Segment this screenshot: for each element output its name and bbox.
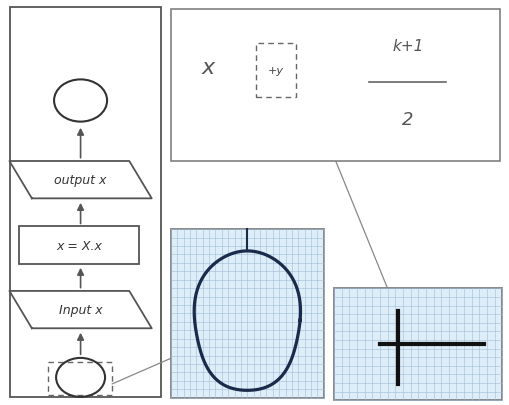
Bar: [48, 362, 112, 395]
Bar: [256, 44, 295, 98]
Text: $x$: $x$: [201, 58, 217, 78]
Bar: [10, 8, 160, 397]
Bar: [171, 230, 323, 398]
Text: output x: output x: [54, 174, 106, 187]
Bar: [333, 289, 501, 400]
Text: k+1: k+1: [391, 39, 422, 54]
Text: +y: +y: [268, 66, 284, 76]
Bar: [171, 10, 499, 162]
Text: x = X.x: x = X.x: [56, 239, 102, 252]
Text: Input x: Input x: [59, 303, 102, 316]
Bar: [19, 227, 139, 264]
Text: 2: 2: [401, 111, 413, 128]
